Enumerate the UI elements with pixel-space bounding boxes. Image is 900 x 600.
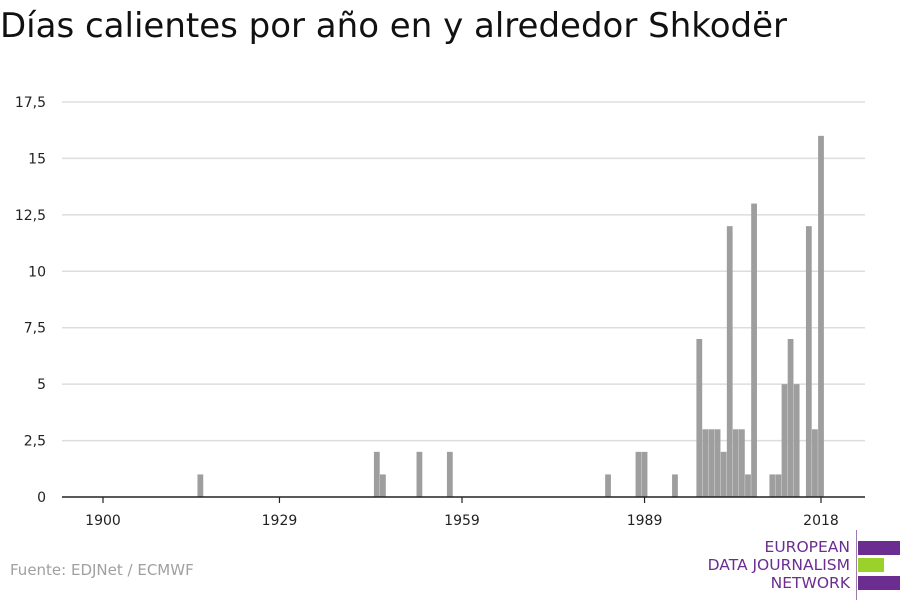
y-tick-label: 2,5: [24, 434, 46, 450]
bar-2002: [720, 451, 727, 497]
bar-2011: [775, 474, 782, 497]
logo-divider: [856, 530, 857, 600]
bar-2004: [732, 429, 739, 497]
bar-2012: [781, 384, 788, 497]
logo-bar-green: [858, 558, 884, 572]
bar-2007: [751, 203, 757, 498]
y-tick-label: 0: [37, 490, 46, 506]
x-tick-label: 1929: [262, 513, 298, 529]
bar-2016: [805, 226, 812, 497]
x-tick-label: 2018: [803, 513, 839, 529]
bar-2006: [745, 474, 751, 497]
bar-1998: [696, 339, 703, 497]
bar-1994: [672, 474, 678, 497]
x-tick-label: 1959: [444, 513, 480, 529]
y-tick-label: 15: [28, 151, 46, 167]
bar-2005: [739, 429, 745, 497]
y-tick-label: 10: [28, 264, 46, 280]
x-tick-labels: 1900 1929 1959 1989 2018: [85, 513, 839, 529]
bars: [197, 135, 824, 498]
bar-2001: [714, 429, 721, 497]
y-tick-label: 5: [37, 377, 46, 393]
source-note: Fuente: EDJNet / ECMWF: [10, 561, 194, 579]
x-tick-label: 1900: [85, 513, 121, 529]
bar-2010: [769, 474, 776, 497]
bar-1989: [641, 451, 648, 497]
bar-2003: [726, 226, 733, 497]
logo-bar-purple-bottom: [858, 576, 900, 590]
bar-2017: [812, 429, 818, 497]
x-tick-label: 1989: [627, 513, 663, 529]
grid-lines: [62, 101, 865, 442]
logo-text-data-journalism: DATA JOURNALISM: [707, 556, 850, 574]
logo-bar-purple-top: [858, 541, 900, 555]
y-tick-labels: 0 2,5 5 7,5 10 12,5 15 17,5: [15, 95, 46, 506]
y-tick-label: 7,5: [24, 321, 46, 337]
bar-2000: [708, 429, 715, 497]
logo-text-network: NETWORK: [770, 574, 850, 592]
logo-text-european: EUROPEAN: [764, 538, 850, 556]
y-tick-label: 12,5: [15, 208, 46, 224]
y-tick-label: 17,5: [15, 95, 46, 111]
bar-chart: 0 2,5 5 7,5 10 12,5 15 17,5 1900 1929 1959 1989 201…: [15, 95, 865, 529]
axes: [62, 496, 865, 503]
bar-2014: [793, 384, 800, 497]
edjnet-logo: EUROPEAN DATA JOURNALISM NETWORK: [690, 530, 900, 600]
bar-1952: [416, 451, 423, 497]
bar-1946: [380, 474, 386, 497]
bar-1983: [605, 474, 611, 497]
bar-1999: [702, 429, 709, 497]
bar-1988: [635, 451, 642, 497]
bar-2013: [787, 339, 794, 497]
bar-1945: [373, 451, 380, 497]
bar-1957: [446, 451, 453, 497]
bar-1916: [197, 474, 204, 497]
chart-title: Días calientes por año en y alrededor Sh…: [0, 6, 787, 46]
bar-2018: [818, 135, 824, 497]
